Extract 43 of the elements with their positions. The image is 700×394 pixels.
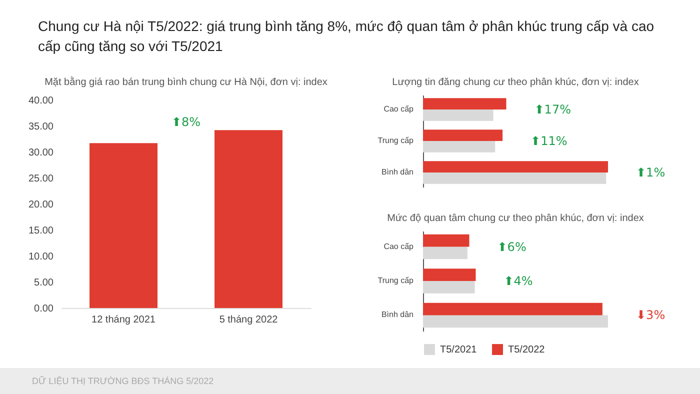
annotation: ⬆8%	[171, 115, 201, 129]
bar	[423, 234, 470, 247]
text: ⬆1%	[636, 166, 666, 180]
y-tick-label: Trung cấp	[378, 276, 414, 285]
y-tick-label: 20.00	[28, 200, 54, 210]
y-tick-label: 35.00	[28, 122, 54, 132]
y-tick-label: 25.00	[28, 174, 54, 184]
y-tick-label: Bình dân	[381, 310, 414, 320]
annotation: ⬆17%	[534, 102, 571, 116]
bar	[423, 246, 468, 260]
bar	[423, 315, 608, 328]
chart-subtitle: Mặt bằng giá rao bán trung bình chung cư Hà Nội, đơn vị: index	[44, 76, 328, 88]
y-tick-label: Cao cấp	[384, 104, 414, 114]
y-tick-label: Bình dân	[381, 168, 414, 177]
bar	[423, 281, 475, 294]
bar	[423, 161, 608, 173]
y-tick-label: 10.00	[28, 252, 54, 262]
y-tick-label: 40.00	[28, 96, 54, 106]
legend-label: T5/2021	[440, 344, 478, 356]
bar	[423, 109, 494, 121]
bar	[423, 130, 503, 141]
legend-label: T5/2022	[508, 344, 546, 356]
x-tick-label: 12 tháng 2021	[92, 314, 156, 326]
annotation: ⬆6%	[497, 240, 526, 254]
y-tick-label: 15.00	[28, 226, 54, 236]
y-tick-label: 0.00	[34, 304, 54, 314]
y-tick-label: Trung cấp	[378, 136, 414, 145]
bar	[423, 98, 506, 110]
text: DỮ LIỆU THỊ TRƯỜNG BĐS THÁNG 5/2022	[0, 368, 700, 394]
annotation: ⬆11%	[530, 134, 568, 148]
bar	[423, 302, 602, 316]
chart-title: Mức độ quan tâm chung cư theo phân khúc, đơn vị: index	[387, 213, 644, 224]
x-tick-label: 5 tháng 2022	[219, 314, 278, 326]
chart-title: Lượng tin đăng chung cư theo phân khúc, đơn vị: index	[392, 77, 639, 88]
bar	[423, 268, 476, 281]
bar	[423, 141, 496, 152]
y-tick-label: 5.00	[34, 278, 54, 288]
y-tick-label: Cao cấp	[384, 242, 414, 251]
annotation: ⬆4%	[504, 274, 533, 288]
text: ⬇3%	[636, 308, 666, 322]
bar	[423, 172, 606, 184]
y-tick-label: 30.00	[28, 148, 54, 158]
text: Chung cư Hà nội T5/2022: giá trung bình tăng 8%, mức độ quan tâm ở phân khúc trung cấp và cao cấp cũng tăng so với T5/2021	[38, 17, 656, 56]
